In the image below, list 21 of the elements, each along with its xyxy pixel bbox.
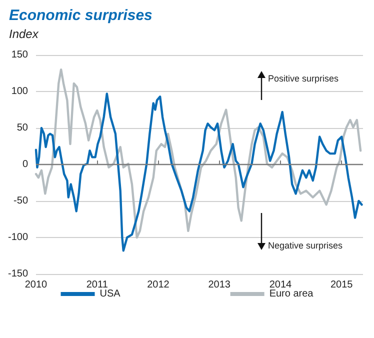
annotation: Positive surprises xyxy=(268,74,340,84)
y-tick-label: 150 xyxy=(11,50,28,60)
line-series xyxy=(34,92,363,252)
legend-label: USA xyxy=(100,288,121,300)
chart-title: Economic surprises xyxy=(9,7,152,24)
y-tick-label: -100 xyxy=(8,232,28,243)
y-tick-label: -50 xyxy=(14,196,28,206)
y-tick-label: 100 xyxy=(11,86,28,97)
y-tick-label: 0 xyxy=(22,159,28,170)
x-tick-label: 2010 xyxy=(24,280,48,290)
x-tick-label: 2013 xyxy=(208,280,231,290)
x-tick-label: 2015 xyxy=(330,280,354,290)
y-tick-label: 50 xyxy=(16,122,28,134)
annotation: Negative surprises xyxy=(268,240,344,250)
line-series xyxy=(34,68,362,239)
legend-label: Euro area xyxy=(269,288,314,300)
x-tick-label: 2011 xyxy=(86,280,108,290)
y-tick-label: -150 xyxy=(8,268,28,280)
x-tick-label: 2014 xyxy=(269,280,292,290)
chart-subtitle: Index xyxy=(9,27,40,41)
x-tick-label: 2012 xyxy=(147,280,170,290)
